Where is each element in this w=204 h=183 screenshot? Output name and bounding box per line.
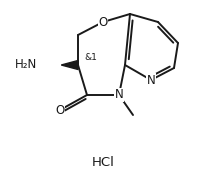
Text: N: N [146, 74, 155, 87]
Text: HCl: HCl [91, 156, 114, 169]
Text: N: N [114, 89, 123, 102]
Text: &1: &1 [84, 53, 96, 62]
Text: O: O [55, 104, 64, 117]
Polygon shape [61, 61, 78, 70]
Text: O: O [98, 16, 107, 29]
Text: H₂N: H₂N [15, 59, 37, 72]
